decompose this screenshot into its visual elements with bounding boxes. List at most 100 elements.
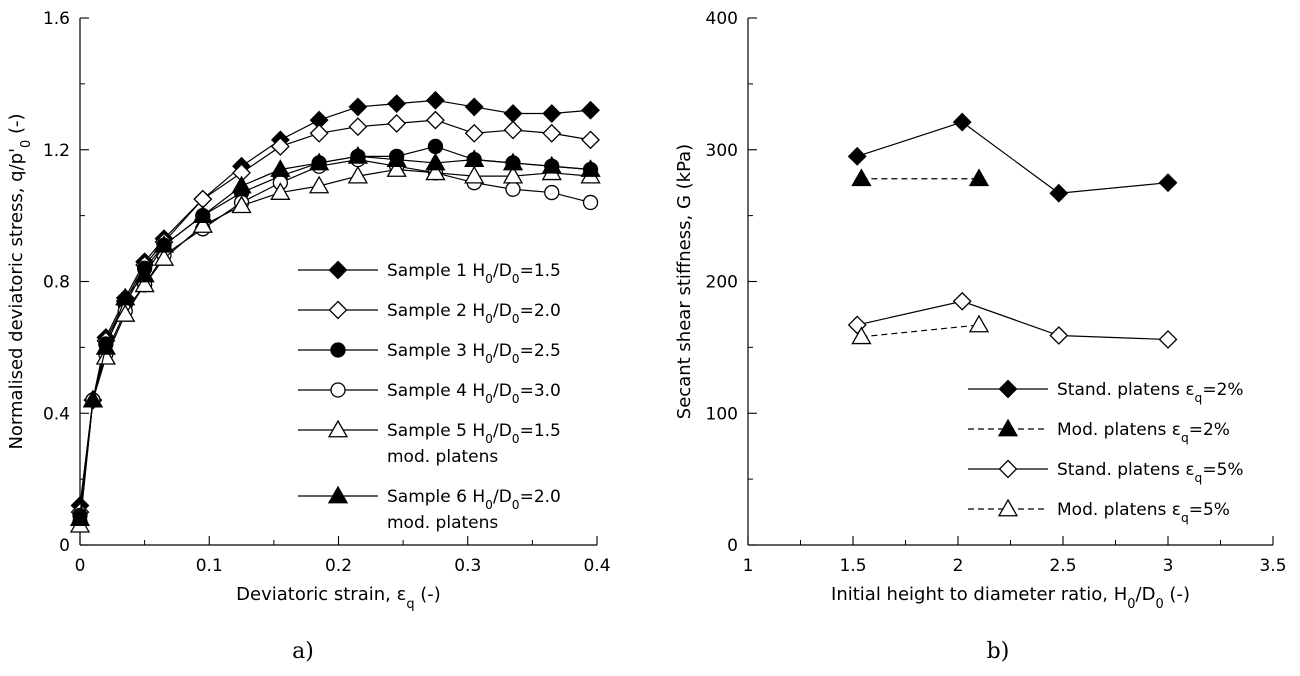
panel-b-y-tick-label: 300 xyxy=(706,141,738,161)
panel-a-series-1-point xyxy=(348,97,368,117)
panel-a-series-6-point xyxy=(386,149,407,168)
panel-a-legend-entry-4: Sample 4 H0/D0=3.0 xyxy=(298,381,561,406)
panel-a-series-6-point xyxy=(192,205,213,224)
panel-b-y-axis-label: Secant shear stiffness, G (kPa) xyxy=(674,144,695,419)
panel-a-series-6-point xyxy=(270,159,291,177)
panel-a-series-2-point xyxy=(270,137,290,156)
panel-a-series-5-point xyxy=(308,175,330,194)
panel-a-series-6-line xyxy=(79,155,591,519)
panel-a-series-1-point xyxy=(581,100,600,120)
panel-a-series-5-point xyxy=(386,159,407,177)
panel-b-legend-text: Mod. platens εq=2% xyxy=(1057,420,1230,445)
panel-a-series-2-point xyxy=(387,113,407,133)
panel-a-series-2-point xyxy=(348,117,368,137)
panel-a-series-6-point xyxy=(231,175,252,194)
panel-a-y-tick-label: 0 xyxy=(59,536,70,556)
panel-a-series-6-point xyxy=(153,234,175,253)
panel-a-series-1-point xyxy=(426,90,445,110)
panel-b-legend-text: Mod. platens εq=5% xyxy=(1057,500,1230,525)
panel-a-series-5-point xyxy=(231,195,252,214)
panel-a-series-5-point xyxy=(502,165,524,184)
panel-a-series-3-line xyxy=(79,145,591,516)
panel-b-series-1 xyxy=(847,112,1178,203)
panel-a-series-1-point xyxy=(542,104,562,123)
panel-a-series-2-point xyxy=(503,120,523,140)
panel-a-series-6-point xyxy=(541,155,562,174)
panel-b-x-axis-label: Initial height to diameter ratio, H0/D0 … xyxy=(831,584,1190,612)
panel-b-chart: 1 1.5 2 2.5 3 3.5 0 100 200 300 400 Initial height … xyxy=(674,9,1287,612)
panel-b-y-tick-label: 100 xyxy=(706,404,738,424)
panel-b-series-4-point xyxy=(968,314,990,333)
panel-a-chart: 0 0.1 0.2 0.3 0.4 0 0.4 0.8 1.2 1.6 Deviatoric str… xyxy=(6,9,611,612)
panel-a-series-1-point xyxy=(387,94,407,114)
panel-a-legend-text: Sample 6 H0/D0=2.0 xyxy=(387,487,561,512)
panel-a-label: a) xyxy=(292,639,314,664)
panel-b-series-2 xyxy=(851,168,990,187)
panel-a-series-1-point xyxy=(464,97,484,117)
panel-b-legend-entry-4: Mod. platens εq=5% xyxy=(968,498,1230,525)
panel-a-y-tick-label: 0.8 xyxy=(43,273,70,293)
panel-b-x-tick-label: 3 xyxy=(1163,556,1174,576)
panel-a-series-5-point xyxy=(95,346,116,365)
panel-a-series-6-point xyxy=(580,159,601,177)
panel-b-y-tick-label: 0 xyxy=(727,536,738,556)
panel-b-series-3-point xyxy=(1049,326,1069,345)
panel-b-series-1-point xyxy=(952,112,972,132)
panel-a-y-axis-label: Normalised deviatoric stress, q/p'0 (-) xyxy=(6,113,34,449)
panel-b-x-tick-label: 1 xyxy=(743,556,754,576)
panel-a-series-5-point xyxy=(153,248,175,266)
panel-a-x-tick-label: 0.2 xyxy=(325,556,352,576)
panel-b-series-1-point xyxy=(847,146,867,166)
panel-a-series-6-point xyxy=(69,508,91,527)
panel-a-y-tick-label: 1.6 xyxy=(43,9,70,29)
panel-b-series-1-line xyxy=(857,121,1169,194)
panel-a-series-6 xyxy=(69,146,601,527)
panel-b-legend-entry-2: Mod. platens εq=2% xyxy=(968,418,1230,445)
panel-a-x-axis-label: Deviatoric strain, εq (-) xyxy=(236,584,441,612)
panel-a-x-tick-label: 0.1 xyxy=(196,556,223,576)
panel-b-series-3 xyxy=(847,291,1178,349)
panel-a-series-6-point xyxy=(502,152,524,171)
panel-a-y-tick-label: 1.2 xyxy=(43,141,70,161)
panel-b-series-3-line xyxy=(857,300,1169,341)
panel-b-series-4-point xyxy=(851,326,872,345)
panel-a-series-4-line xyxy=(79,159,591,523)
panel-a-series-4-point xyxy=(505,181,521,197)
panel-b-series-2-point xyxy=(968,168,990,187)
panel-b-legend: Stand. platens εq=2% Mod. platens εq=2% St… xyxy=(968,379,1244,525)
panel-a-series-6-point xyxy=(308,152,330,171)
panel-a-series-6-point xyxy=(95,337,116,355)
panel-a-series-5-point xyxy=(192,215,213,233)
panel-a-series-4-point xyxy=(582,194,599,211)
panel-a-series-5-point xyxy=(347,165,369,184)
panel-b-series-3-point xyxy=(952,291,972,311)
panel-b-series-2-point xyxy=(851,168,872,187)
panel-b-legend-marker xyxy=(998,379,1018,399)
panel-a-series-2-point xyxy=(581,130,600,150)
panel-a-legend-marker xyxy=(330,342,346,358)
panel-a-series-2-point xyxy=(464,123,484,143)
panel-a-series-2-point xyxy=(542,123,562,143)
panel-b-legend-marker xyxy=(998,459,1018,479)
panel-b-x-tick-label: 1.5 xyxy=(839,556,866,576)
panel-b-legend-entry-3: Stand. platens εq=5% xyxy=(968,459,1244,485)
panel-b-y-tick-label: 400 xyxy=(706,9,738,29)
panel-b-legend-entry-1: Stand. platens εq=2% xyxy=(968,379,1244,405)
panel-b-series-3-point xyxy=(1158,330,1178,349)
panel-a-series-5-point xyxy=(425,162,446,181)
panel-b-x-tick-label: 3.5 xyxy=(1259,556,1286,576)
panel-a-legend-text: Sample 4 H0/D0=3.0 xyxy=(387,381,561,406)
panel-a-series-5-point xyxy=(270,182,291,200)
panel-a-legend-marker xyxy=(327,419,349,438)
panel-a-series-3-point xyxy=(427,138,444,155)
panel-a-legend-marker xyxy=(328,300,348,320)
panel-a-legend-entry-1: Sample 1 H0/D0=1.5 xyxy=(298,260,561,286)
panel-b-legend-text: Stand. platens εq=2% xyxy=(1057,380,1244,405)
panel-a-series-6-point xyxy=(115,287,136,306)
panel-a-y-tick-label: 0.4 xyxy=(43,404,70,424)
panel-a-x-tick-label: 0.4 xyxy=(583,556,610,576)
panel-a-legend-marker xyxy=(327,485,349,504)
panel-a-series-4-point xyxy=(544,184,560,201)
